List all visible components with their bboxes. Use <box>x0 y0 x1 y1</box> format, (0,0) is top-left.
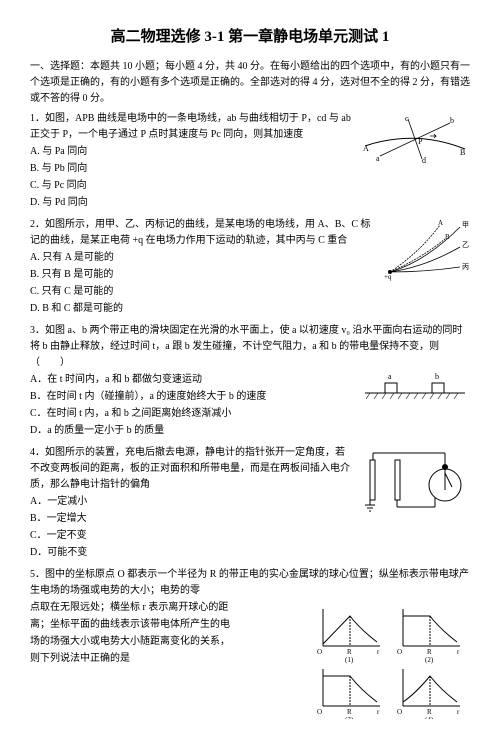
q1-figure: A B P a b c d <box>360 111 470 166</box>
q1-opt-d: D. 与 Pd 同向 <box>30 195 470 211</box>
question-4: 4．如图所示的装置，充电后撤去电源，静电计的指针张开一定角度，若不改变两板间的距… <box>30 445 470 561</box>
svg-text:O: O <box>317 708 322 716</box>
q3-opt-c: C．在时间 t 内，a 和 b 之间距离始终逐渐减小 <box>30 406 470 422</box>
svg-text:A: A <box>438 219 443 227</box>
section-1-header: 一、选择题：本题共 10 小题；每小题 4 分，共 40 分。在每小题给出的四个… <box>30 59 470 107</box>
q2-opt-d: D. B 和 C 都是可能的 <box>30 301 470 317</box>
svg-text:乙: 乙 <box>462 241 469 249</box>
svg-text:r: r <box>377 648 380 656</box>
svg-text:R: R <box>427 648 432 656</box>
question-3: 3．如图 a、b 两个带正电的滑块固定在光滑的水平面上，使 a 以初速度 v₀ … <box>30 323 470 439</box>
q3-stem: 3．如图 a、b 两个带正电的滑块固定在光滑的水平面上，使 a 以初速度 v₀ … <box>30 323 470 371</box>
q4-opt-c: C．一定不变 <box>30 528 470 544</box>
svg-text:b: b <box>450 116 454 125</box>
svg-text:丙: 丙 <box>462 263 469 271</box>
svg-text:R: R <box>347 708 352 716</box>
svg-text:(1): (1) <box>345 656 354 664</box>
svg-text:P: P <box>418 137 423 146</box>
q5-stem: 5．图中的坐标原点 O 都表示一个半径为 R 的带正电的实心金属球的球心位置；纵… <box>30 567 470 599</box>
svg-text:O: O <box>397 648 402 656</box>
svg-text:B: B <box>445 233 450 241</box>
svg-text:A: A <box>363 144 369 153</box>
svg-text:O: O <box>317 648 322 656</box>
question-1: A B P a b c d 1．如图，APB 曲线是电场中的一条电场线，ab 与… <box>30 111 470 211</box>
svg-text:b: b <box>435 372 439 381</box>
q2-figure: 甲 乙 丙 A B +q <box>380 217 470 287</box>
svg-text:d: d <box>422 156 426 165</box>
svg-text:(3): (3) <box>345 716 354 719</box>
q3-opt-d: D．a 的质量一定小于 b 的质量 <box>30 423 470 439</box>
svg-text:r: r <box>457 708 460 716</box>
page-title: 高二物理选修 3-1 第一章静电场单元测试 1 <box>30 25 470 49</box>
q1-opt-c: C. 与 Pc 同向 <box>30 178 470 194</box>
question-5: 5．图中的坐标原点 O 都表示一个半径为 R 的带正电的实心金属球的球心位置；纵… <box>30 567 470 667</box>
svg-text:r: r <box>457 648 460 656</box>
svg-text:a: a <box>376 154 380 163</box>
svg-text:B: B <box>460 148 465 157</box>
q3-figure: a b <box>360 371 470 406</box>
svg-text:甲: 甲 <box>462 221 469 229</box>
svg-text:r: r <box>377 708 380 716</box>
svg-text:+q: +q <box>384 273 392 281</box>
svg-text:R: R <box>347 648 352 656</box>
svg-text:R: R <box>427 708 432 716</box>
svg-text:O: O <box>397 708 402 716</box>
q5-figure: O R r (1) O R r (2) O <box>310 599 470 719</box>
q4-opt-d: D．可能不变 <box>30 545 470 561</box>
svg-text:(4): (4) <box>425 716 434 719</box>
svg-text:a: a <box>388 372 392 381</box>
q4-figure <box>360 445 470 515</box>
question-2: 甲 乙 丙 A B +q 2．如图所示，用甲、乙、丙标记的曲线，是某电场的电场线… <box>30 217 470 317</box>
svg-text:c: c <box>405 114 409 123</box>
svg-text:(2): (2) <box>425 656 434 664</box>
